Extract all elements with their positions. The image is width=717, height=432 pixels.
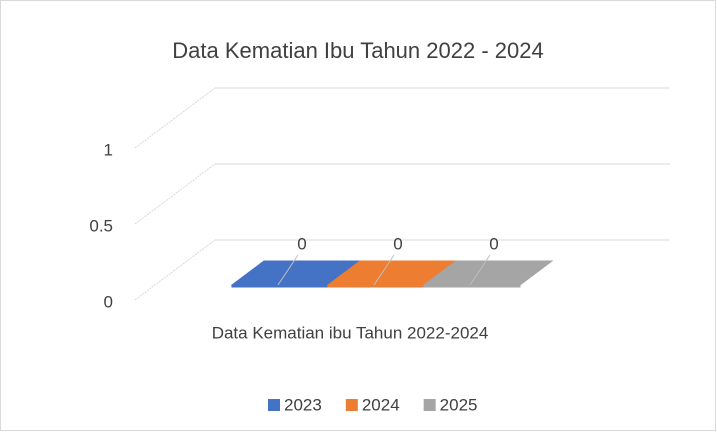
legend-swatch (345, 399, 358, 411)
leader-line (277, 254, 299, 286)
y-tick-label: 0 (104, 292, 113, 311)
legend-label: 2025 (440, 395, 478, 414)
y-tick-label: 0.5 (89, 216, 113, 235)
legend-swatch (268, 399, 280, 411)
data-label: 0 (489, 234, 498, 253)
grid-side (134, 87, 216, 149)
leader-line (373, 254, 395, 286)
data-label: 0 (297, 234, 306, 253)
y-tick-label: 1 (104, 140, 113, 159)
grid-side (134, 163, 216, 225)
legend-label: 2023 (284, 395, 322, 414)
bar-top (422, 260, 554, 286)
legend-label: 2024 (362, 395, 400, 414)
legend-swatch (423, 399, 436, 411)
data-label: 0 (393, 234, 402, 253)
grid-side (134, 239, 216, 301)
x-tick-label: Data Kematian ibu Tahun 2022-2024 (212, 323, 489, 342)
bar (326, 260, 458, 288)
bar (422, 260, 554, 288)
bar (230, 260, 362, 288)
leader-line (469, 254, 491, 286)
chart-title: Data Kematian Ibu Tahun 2022 - 2024 (172, 38, 543, 63)
